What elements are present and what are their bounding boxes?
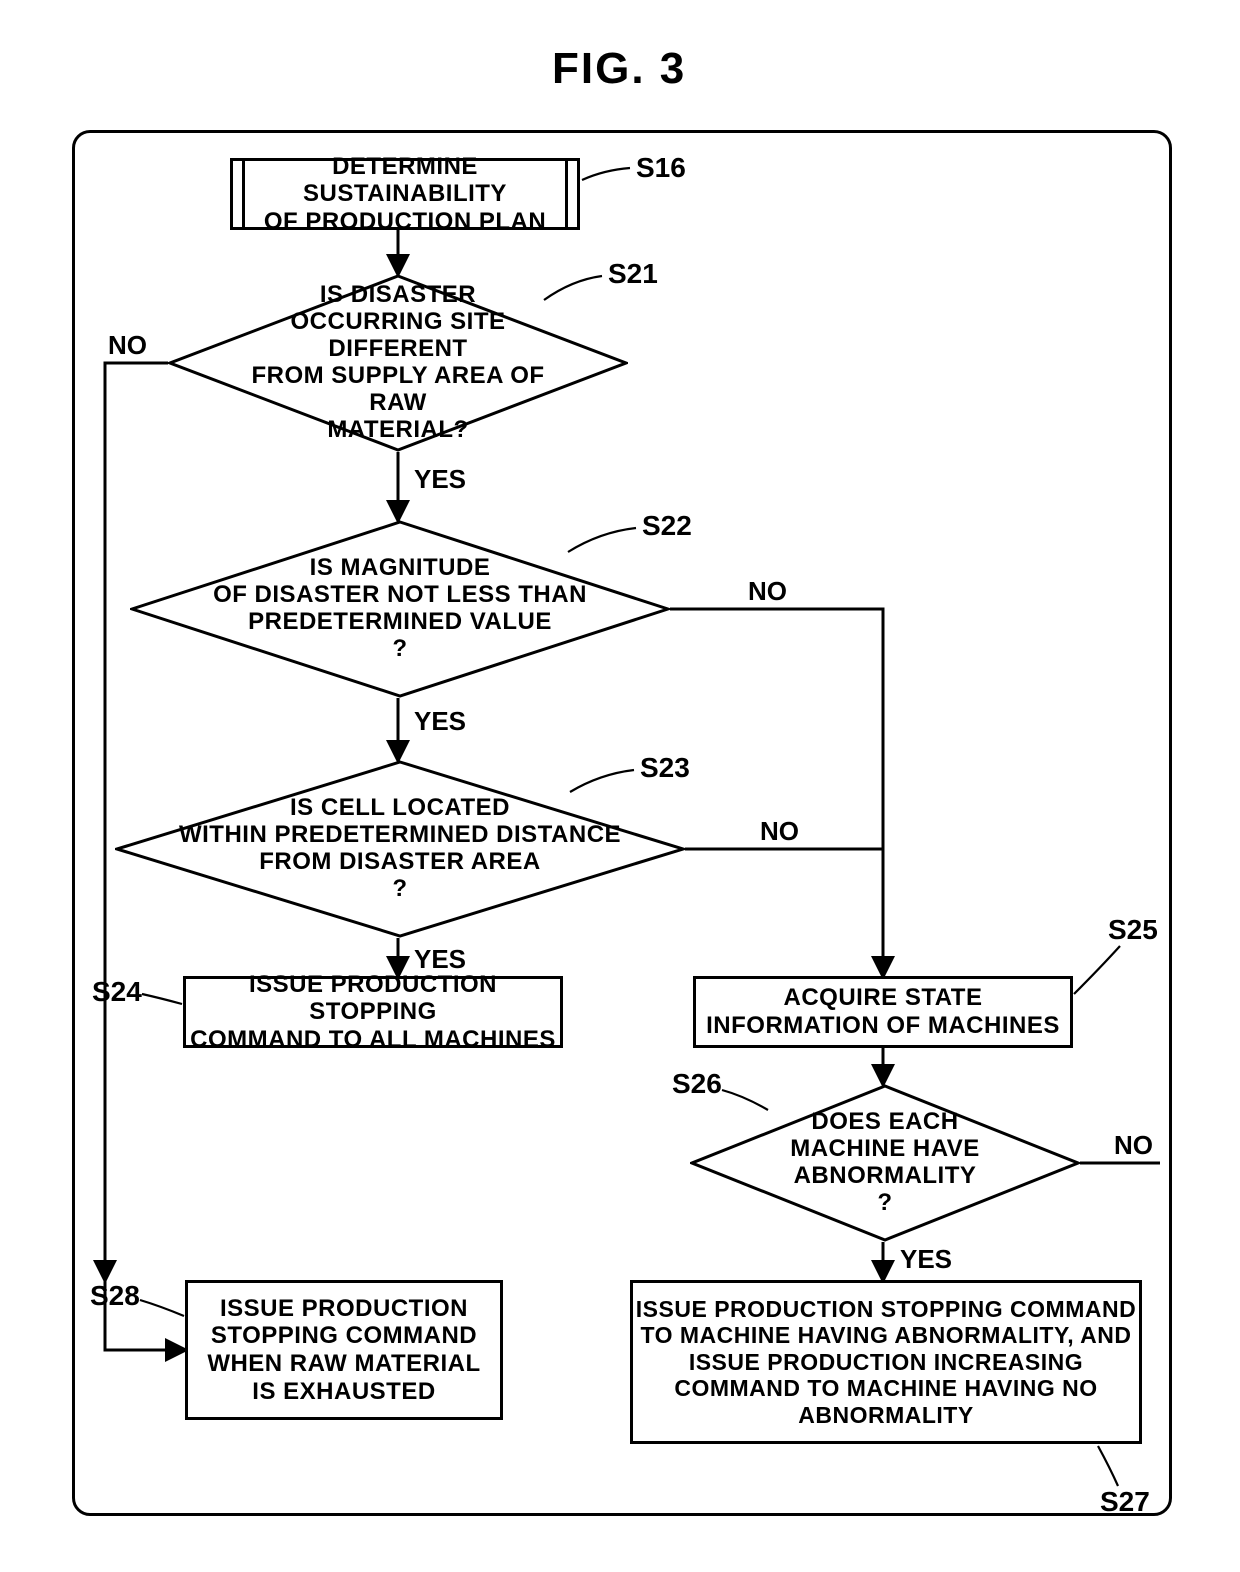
node-s21: IS DISASTER OCCURRING SITE DIFFERENT FRO… [168,274,628,452]
step-label-s24: S24 [92,976,142,1008]
step-label-s22: S22 [642,510,692,542]
node-s23: IS CELL LOCATED WITHIN PREDETERMINED DIS… [115,760,685,938]
node-s22: IS MAGNITUDE OF DISASTER NOT LESS THAN P… [130,520,670,698]
step-label-s26: S26 [672,1068,722,1100]
node-s27: ISSUE PRODUCTION STOPPING COMMAND TO MAC… [630,1280,1142,1444]
step-label-s16: S16 [636,152,686,184]
edge-s22-yes: YES [414,706,466,737]
edge-s23-no: NO [760,816,799,847]
edge-s23-yes: YES [414,944,466,975]
node-s16-label: DETERMINE SUSTAINABILITY OF PRODUCTION P… [230,158,580,230]
edge-s22-no: NO [748,576,787,607]
step-label-s25: S25 [1108,914,1158,946]
node-s26: DOES EACH MACHINE HAVE ABNORMALITY ? [690,1084,1080,1242]
step-label-s23: S23 [640,752,690,784]
node-s28: ISSUE PRODUCTION STOPPING COMMAND WHEN R… [185,1280,503,1420]
node-s24: ISSUE PRODUCTION STOPPING COMMAND TO ALL… [183,976,563,1048]
node-s22-label: IS MAGNITUDE OF DISASTER NOT LESS THAN P… [130,520,670,698]
node-s25: ACQUIRE STATE INFORMATION OF MACHINES [693,976,1073,1048]
node-s16: DETERMINE SUSTAINABILITY OF PRODUCTION P… [230,158,580,230]
step-label-s28: S28 [90,1280,140,1312]
node-s26-label: DOES EACH MACHINE HAVE ABNORMALITY ? [690,1084,1080,1242]
step-label-s27: S27 [1100,1486,1150,1518]
edge-s21-no: NO [108,330,147,361]
step-label-s21: S21 [608,258,658,290]
edge-s21-yes: YES [414,464,466,495]
edge-s26-yes: YES [900,1244,952,1275]
node-s23-label: IS CELL LOCATED WITHIN PREDETERMINED DIS… [115,760,685,938]
edge-s26-no: NO [1114,1130,1153,1161]
node-s21-label: IS DISASTER OCCURRING SITE DIFFERENT FRO… [168,274,628,452]
